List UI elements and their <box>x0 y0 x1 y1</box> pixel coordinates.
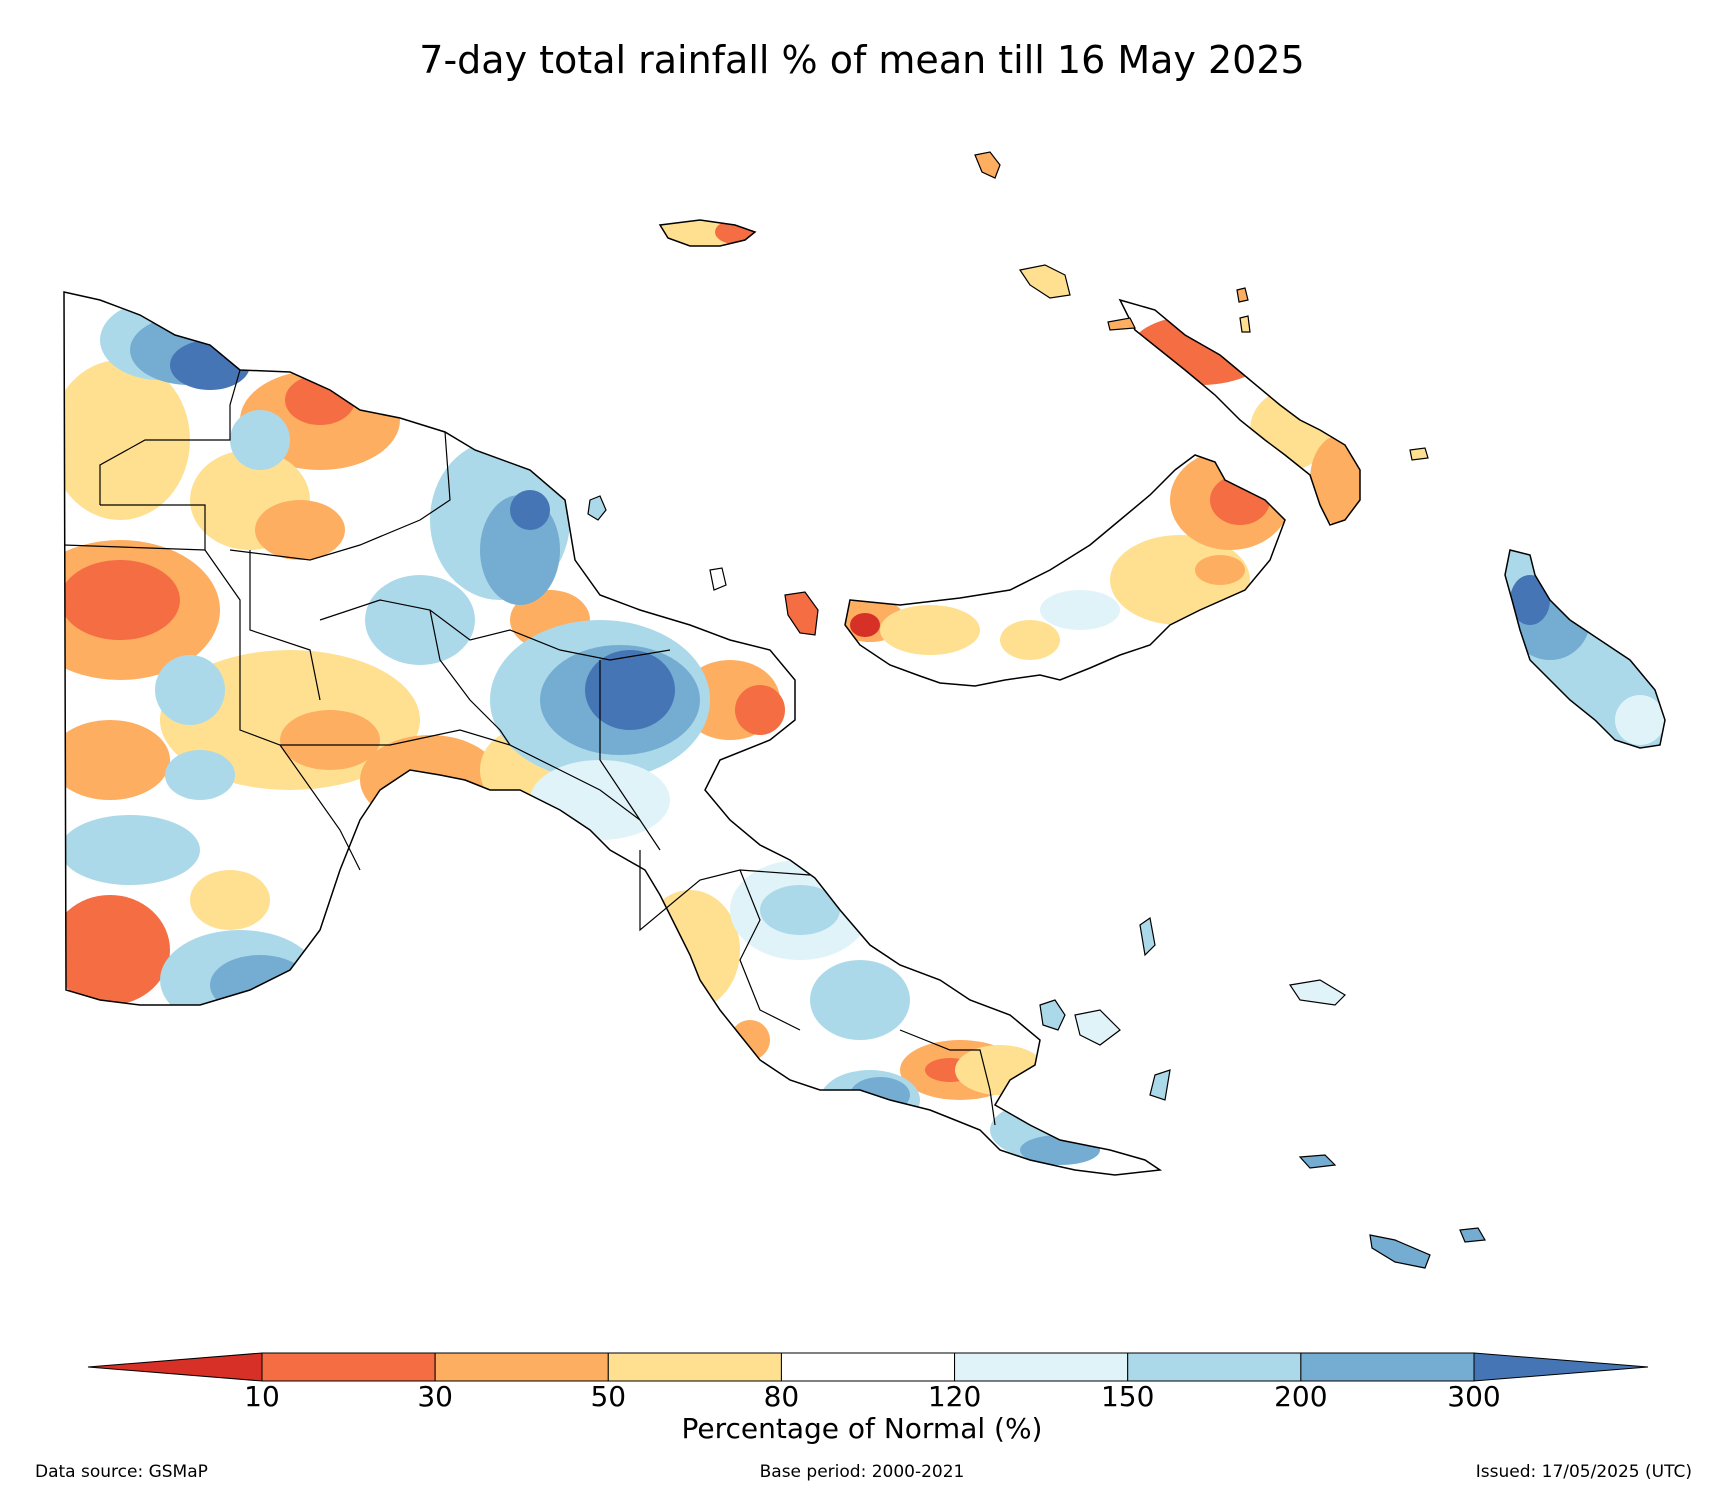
new-britain-island <box>844 454 1286 687</box>
rainfall-map <box>63 151 1666 1269</box>
issued-note: Issued: 17/05/2025 (UTC) <box>1475 1462 1692 1482</box>
base-period-note: Base period: 2000-2021 <box>759 1462 965 1482</box>
map-title: 7-day total rainfall % of mean till 16 M… <box>419 38 1305 82</box>
bougainville-island <box>1504 549 1666 749</box>
small-islands <box>587 151 1486 1269</box>
colorbar-bin <box>1127 1352 1302 1382</box>
colorbar-tick-label: 150 <box>1100 1380 1155 1413</box>
colorbar-tick-label: 300 <box>1447 1380 1501 1413</box>
colorbar-tick-label: 30 <box>417 1380 453 1413</box>
data-source-note: Data source: GSMaP <box>35 1462 208 1482</box>
colorbar-bin <box>780 1352 956 1382</box>
colorbar-tick-label: 50 <box>590 1380 627 1413</box>
colorbar-bin <box>1300 1352 1475 1382</box>
colorbar-tick-label: 120 <box>927 1380 982 1413</box>
colorbar-bin <box>954 1352 1129 1382</box>
colorbar-tick-label: 200 <box>1274 1380 1328 1413</box>
mainland-island <box>63 291 1163 1176</box>
colorbar-below-extension <box>87 1352 263 1382</box>
colorbar-label: Percentage of Normal (%) <box>681 1412 1043 1445</box>
colorbar-bin <box>434 1352 609 1382</box>
colorbar-tick-label: 10 <box>244 1380 280 1413</box>
colorbar-tick-label: 80 <box>763 1380 800 1413</box>
colorbar-bin <box>607 1352 782 1382</box>
manus-island <box>658 219 757 247</box>
colorbar-above-extension <box>1473 1352 1649 1382</box>
colorbar-bin <box>261 1352 436 1382</box>
